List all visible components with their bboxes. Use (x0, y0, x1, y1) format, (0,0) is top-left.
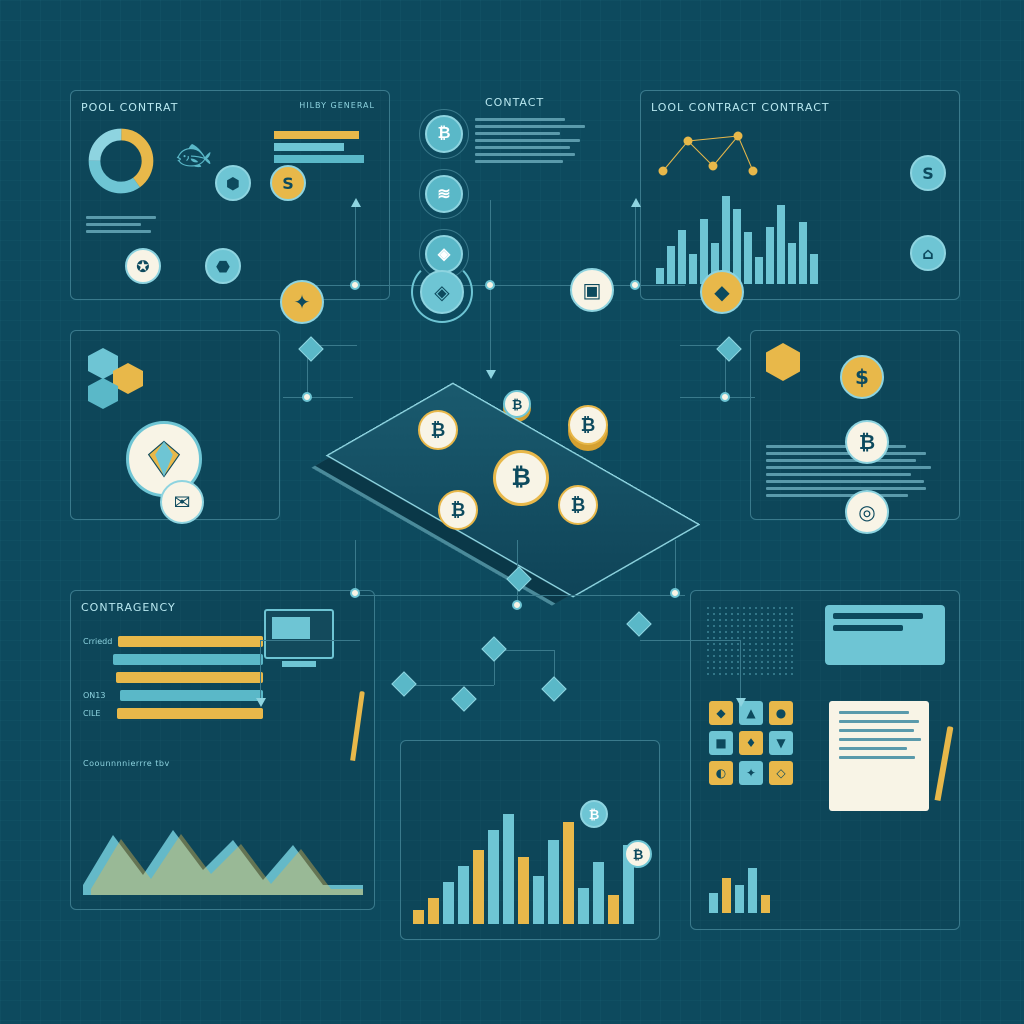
panel-mini-icon: ⬢ (215, 165, 251, 201)
hex-cluster-icon (83, 343, 153, 413)
btc-coin-icon: ₿ (438, 490, 478, 530)
panel-mini-icon: S (910, 155, 946, 191)
connection-node (302, 392, 312, 402)
diamond-node (451, 686, 476, 711)
btc-coin-icon: ₿ (568, 405, 608, 445)
pencil-icon-2 (935, 726, 954, 801)
floating-icon: ✉ (160, 480, 204, 524)
fish-icon: 🐟︎ (176, 139, 212, 172)
textlines-top-center (475, 118, 610, 167)
mini-icon: ■ (709, 731, 733, 755)
btc-coin-icon: ₿ (493, 450, 549, 506)
connection-node (350, 280, 360, 290)
mini-icon: ● (769, 701, 793, 725)
panel-bottom-center (400, 740, 660, 940)
document-icon (829, 701, 929, 811)
mini-icon: ♦ (739, 731, 763, 755)
panel-mini-icon: ⬣ (205, 248, 241, 284)
connection-node (512, 600, 522, 610)
panel-mini-icon: ⌂ (910, 235, 946, 271)
floating-icon: ✦ (280, 280, 324, 324)
bar-chart-tr (656, 189, 821, 284)
floating-icon: ◆ (700, 270, 744, 314)
panel-mini-icon: S (270, 165, 306, 201)
btc-coin-icon: ₿ (503, 390, 531, 418)
mini-icon-grid: ◆▲●■♦▼◐✦◇ (709, 701, 799, 785)
central-platform: ₿₿₿₿₿₿ (328, 360, 698, 640)
network-graph-icon (653, 121, 763, 191)
connection-node (350, 588, 360, 598)
label-contact: CONTACT (485, 96, 544, 109)
connection-node (485, 280, 495, 290)
floating-icon: ₿ (845, 420, 889, 464)
floating-icon: ▣ (570, 268, 614, 312)
diamond-node (541, 676, 566, 701)
dot-matrix (705, 605, 795, 675)
diamond-node (298, 336, 323, 361)
area-chart-bl (83, 825, 363, 895)
textlines-tl (86, 216, 166, 237)
mini-icon: ◐ (709, 761, 733, 785)
connection-node (670, 588, 680, 598)
btc-coin-icon: ₿ (624, 840, 652, 868)
info-card (825, 605, 945, 665)
mini-icon: ◆ (709, 701, 733, 725)
hex-token-icon (766, 343, 800, 381)
progress-bars: CrrieddON13CILE (83, 636, 263, 726)
diamond-node (391, 671, 416, 696)
mini-icon: ▼ (769, 731, 793, 755)
btc-coin-icon: ₿ (418, 410, 458, 450)
connection-node (720, 392, 730, 402)
pencil-icon (350, 691, 365, 761)
panel-lool-contract: LOOL CONTRACT CONTRACT (640, 90, 960, 300)
diamond-node (481, 636, 506, 661)
donut-chart (86, 126, 156, 196)
mini-icon: ✦ (739, 761, 763, 785)
diamond-node (716, 336, 741, 361)
footer-label-bl: Coounnnnierrre tbv (83, 759, 170, 768)
panel-mini-icon: ✪ (125, 248, 161, 284)
mini-bars-tl (274, 131, 374, 163)
btc-coin-icon: ₿ (558, 485, 598, 525)
small-label-tl: HILBY GENERAL (299, 101, 375, 110)
floating-icon: ◎ (845, 490, 889, 534)
connection-node (630, 280, 640, 290)
monitor-icon (264, 609, 334, 659)
btc-coin-icon: ₿ (580, 800, 608, 828)
floating-icon: $ (840, 355, 884, 399)
panel-title-tr: LOOL CONTRACT CONTRACT (651, 101, 949, 114)
mini-icon: ◇ (769, 761, 793, 785)
panel-bottom-right: ◆▲●■♦▼◐✦◇ (690, 590, 960, 930)
mini-bars-br (709, 863, 770, 913)
